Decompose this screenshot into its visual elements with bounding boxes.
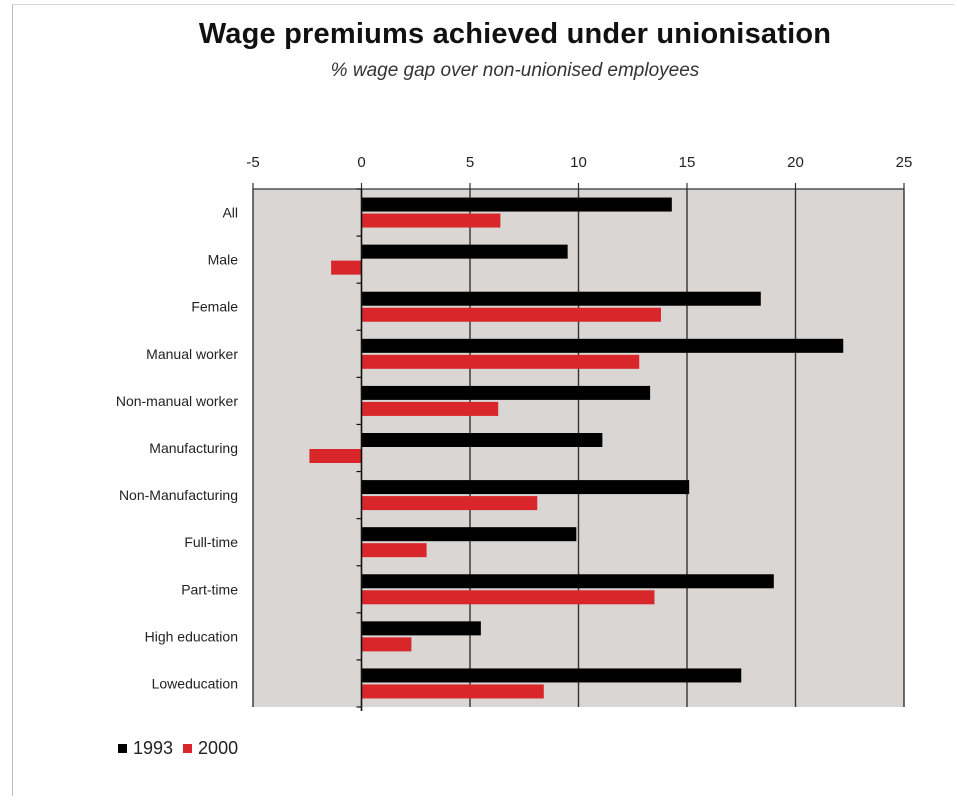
bar-1993-manual-worker — [361, 338, 844, 353]
bar-2000-loweducation — [361, 684, 544, 699]
chart-subtitle: % wage gap over non-unionised employees — [330, 60, 700, 81]
category-label: Loweducation — [152, 675, 238, 691]
legend-label-1993: 1993 — [133, 738, 174, 758]
bar-2000-manual-worker — [361, 354, 640, 369]
x-tick-label: -5 — [246, 154, 259, 171]
bar-1993-non-manual-worker — [361, 385, 651, 400]
legend-item-1993: 1993 — [118, 738, 173, 759]
bar-2000-male — [331, 260, 362, 275]
legend: 1993 2000 — [118, 738, 238, 759]
bar-1993-loweducation — [361, 668, 742, 683]
bar-1993-female — [361, 291, 761, 306]
bar-1993-all — [361, 197, 672, 212]
bar-2000-high-education — [361, 637, 412, 652]
legend-swatch-1993 — [118, 744, 127, 753]
bar-1993-part-time — [361, 574, 774, 589]
bar-1993-non-manufacturing — [361, 480, 690, 495]
bar-2000-full-time — [361, 543, 427, 558]
chart-frame — [12, 4, 954, 796]
category-label: Male — [208, 252, 239, 268]
bar-1993-manufacturing — [361, 433, 603, 447]
category-label: Full-time — [184, 534, 238, 550]
bar-1993-full-time — [361, 527, 577, 542]
bar-1993-high-education — [361, 621, 481, 636]
legend-item-2000: 2000 — [183, 738, 238, 759]
x-tick-label: 15 — [679, 154, 696, 171]
category-label: Female — [191, 299, 238, 315]
category-label: High education — [145, 628, 238, 644]
x-tick-label: 5 — [466, 154, 474, 171]
x-tick-label: 20 — [787, 154, 804, 171]
legend-label-2000: 2000 — [198, 738, 239, 758]
bar-2000-non-manual-worker — [361, 401, 499, 416]
category-label: Manufacturing — [149, 440, 238, 456]
bar-2000-non-manufacturing — [361, 496, 538, 511]
category-label: Non-manual worker — [116, 393, 238, 409]
chart-title: Wage premiums achieved under unionisatio… — [198, 18, 832, 50]
category-label: Non-Manufacturing — [119, 487, 238, 503]
bar-1993-male — [361, 244, 568, 259]
bar-2000-manufacturing — [309, 449, 362, 463]
bar-2000-female — [361, 307, 661, 322]
category-label: Part-time — [181, 581, 238, 597]
legend-swatch-2000 — [183, 744, 193, 753]
x-tick-label: 0 — [357, 154, 365, 171]
x-tick-label: 25 — [896, 154, 913, 171]
bar-2000-part-time — [361, 590, 655, 605]
category-label: Manual worker — [146, 346, 238, 362]
category-label: All — [222, 205, 238, 221]
bar-2000-all — [361, 213, 501, 228]
x-tick-label: 10 — [570, 154, 587, 171]
